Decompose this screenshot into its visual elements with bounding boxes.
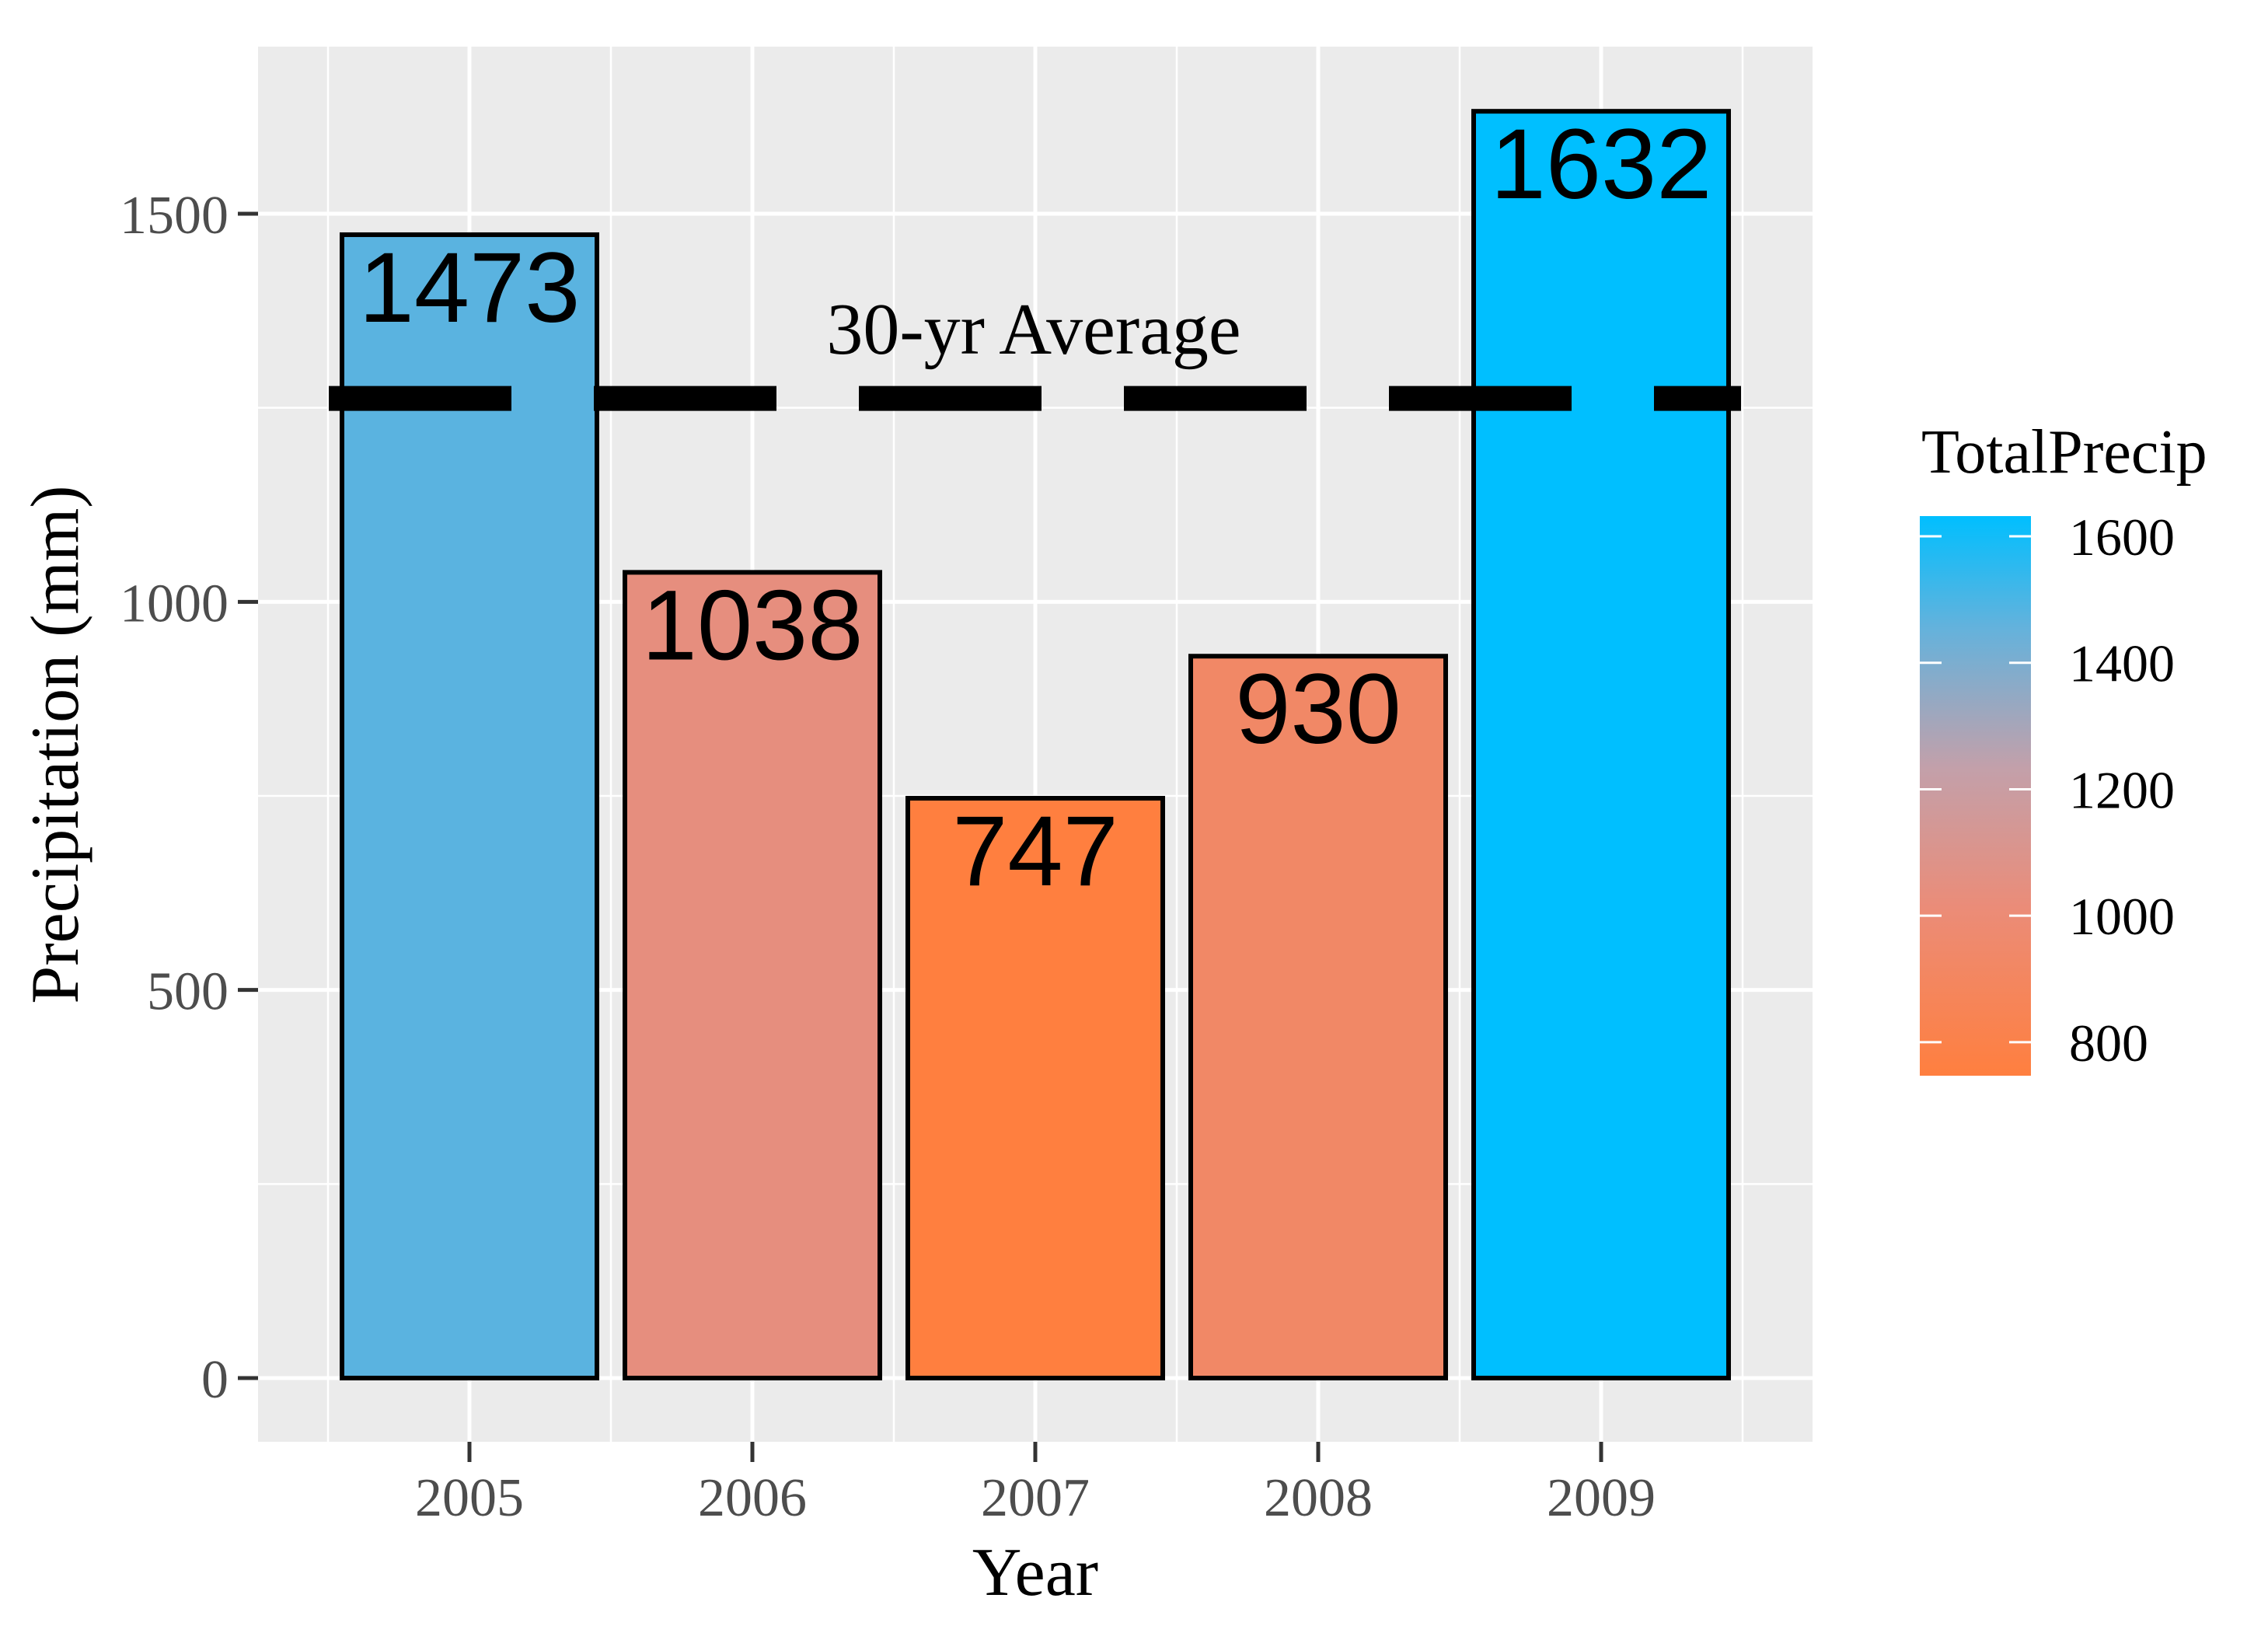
bar-2006 [623, 570, 882, 1380]
color-legend: TotalPrecip 800 1000 1200 1400 1600 [1920, 418, 2207, 1076]
bar-2007 [905, 795, 1165, 1380]
bar-value-label-2009: 1632 [1491, 109, 1712, 220]
x-tick-label: 2006 [698, 1468, 807, 1528]
y-axis: 0 500 1000 1500 [120, 186, 258, 1410]
legend-tick-label: 800 [2069, 1014, 2148, 1073]
bar-2009 [1471, 109, 1731, 1380]
legend-tick-label: 1200 [2069, 760, 2175, 819]
x-tick-label: 2007 [981, 1468, 1090, 1528]
bar-value-label-2006: 1038 [642, 570, 864, 681]
bar-value-label-2008: 930 [1235, 654, 1401, 765]
legend-title: TotalPrecip [1921, 418, 2207, 487]
y-axis-title: Precipitation (mm) [18, 485, 93, 1003]
y-tick-label: 1500 [120, 186, 229, 246]
legend-tick-label: 1400 [2069, 634, 2175, 693]
bar-value-label-2007: 747 [952, 796, 1118, 907]
y-tick-label: 500 [147, 962, 229, 1022]
bar-2005 [340, 232, 599, 1380]
x-tick-label: 2009 [1547, 1468, 1656, 1528]
average-line-label: 30-yr Average [826, 289, 1240, 370]
x-axis: 2005 2006 2007 2008 2009 [415, 1442, 1656, 1528]
x-tick-label: 2008 [1264, 1468, 1373, 1528]
bar-2008 [1188, 654, 1448, 1380]
legend-tick-label: 1000 [2069, 887, 2175, 946]
x-axis-title: Year [972, 1535, 1098, 1610]
legend-tick-label: 1600 [2069, 508, 2175, 567]
legend-ticks: 800 1000 1200 1400 1600 [1920, 508, 2175, 1073]
bars [340, 109, 1731, 1380]
legend-colorbar [1920, 516, 2031, 1076]
bar-value-labels: 1473 1038 747 930 1632 [359, 109, 1712, 907]
x-tick-label: 2005 [415, 1468, 524, 1528]
bar-value-label-2005: 1473 [359, 232, 581, 344]
y-tick-label: 0 [201, 1350, 229, 1410]
y-tick-label: 1000 [120, 574, 229, 633]
